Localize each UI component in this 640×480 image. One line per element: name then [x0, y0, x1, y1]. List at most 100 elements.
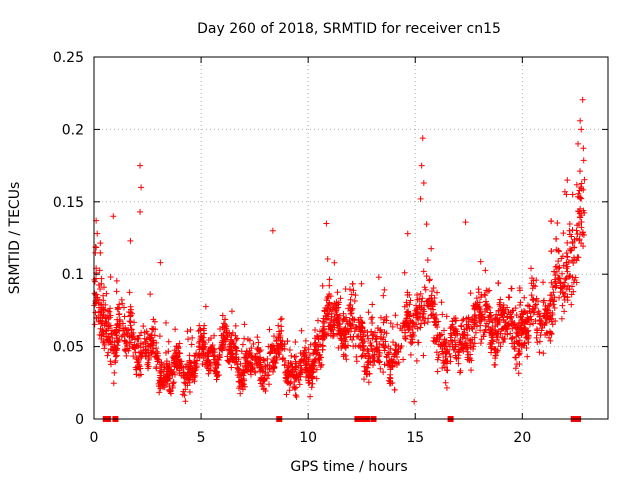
data-point	[558, 255, 565, 262]
data-point	[376, 349, 383, 356]
data-point	[319, 327, 326, 334]
data-point	[497, 296, 504, 303]
data-point	[292, 353, 299, 360]
data-point	[284, 378, 291, 385]
data-point	[204, 361, 211, 368]
data-point	[221, 335, 228, 342]
x-tick-label: 15	[406, 430, 424, 446]
data-point	[158, 364, 165, 371]
data-point	[106, 308, 113, 315]
data-point	[181, 392, 188, 399]
data-point	[564, 239, 571, 246]
data-point	[148, 325, 155, 332]
data-point	[235, 385, 242, 392]
data-point	[508, 285, 515, 292]
data-point	[240, 372, 247, 379]
data-point	[246, 362, 253, 369]
data-point	[114, 345, 121, 352]
data-point	[402, 329, 409, 336]
data-point	[323, 316, 330, 323]
data-point	[319, 346, 326, 353]
data-point	[292, 363, 299, 370]
data-point	[138, 184, 145, 191]
data-point	[306, 364, 313, 371]
data-point	[133, 366, 140, 373]
data-point	[164, 371, 171, 378]
data-point	[528, 292, 535, 299]
data-point	[471, 306, 478, 313]
data-point	[108, 331, 115, 338]
data-point	[230, 355, 237, 362]
data-point	[534, 327, 541, 334]
data-point	[286, 387, 293, 394]
data-point	[466, 325, 473, 332]
data-point	[269, 347, 276, 354]
data-point	[353, 353, 360, 360]
data-point	[503, 326, 510, 333]
y-tick-label: 0.05	[53, 340, 84, 356]
data-point	[282, 357, 289, 364]
data-point	[285, 379, 292, 386]
data-point	[577, 117, 584, 124]
data-point	[528, 316, 535, 323]
data-point	[195, 351, 202, 358]
data-point	[505, 294, 512, 301]
data-point	[324, 255, 331, 262]
data-point	[361, 376, 368, 383]
data-point	[216, 353, 223, 360]
data-point	[416, 303, 423, 310]
data-point	[171, 360, 178, 367]
data-point	[556, 275, 563, 282]
data-point	[579, 96, 586, 103]
data-point	[100, 284, 107, 291]
data-point	[405, 308, 412, 315]
data-point	[130, 329, 137, 336]
data-point	[408, 340, 415, 347]
data-point	[561, 308, 568, 315]
data-point	[344, 342, 351, 349]
data-point	[219, 347, 226, 354]
data-point	[401, 303, 408, 310]
data-point	[391, 386, 398, 393]
data-point	[540, 350, 547, 357]
data-points	[91, 96, 588, 405]
data-point	[518, 330, 525, 337]
data-point	[242, 366, 249, 373]
data-point	[352, 323, 359, 330]
data-point	[439, 342, 446, 349]
data-point	[448, 323, 455, 330]
data-point	[187, 362, 194, 369]
data-point	[390, 339, 397, 346]
data-point	[342, 331, 349, 338]
data-point	[185, 336, 192, 343]
data-point	[463, 321, 470, 328]
data-point	[422, 286, 429, 293]
data-point	[464, 348, 471, 355]
data-point	[266, 381, 273, 388]
data-point	[172, 326, 179, 333]
data-point	[489, 324, 496, 331]
data-point	[566, 246, 573, 253]
data-point	[525, 339, 532, 346]
data-point	[248, 366, 255, 373]
data-point	[426, 277, 433, 284]
data-point	[516, 301, 523, 308]
data-point	[566, 220, 573, 227]
data-point	[349, 336, 356, 343]
data-point	[428, 300, 435, 307]
data-point	[391, 351, 398, 358]
data-point	[562, 290, 569, 297]
data-point	[560, 230, 567, 237]
data-point	[542, 314, 549, 321]
data-point	[347, 307, 354, 314]
data-point	[366, 370, 373, 377]
data-point	[176, 359, 183, 366]
data-point	[495, 318, 502, 325]
data-point	[275, 322, 282, 329]
data-point	[208, 345, 215, 352]
data-point	[173, 364, 180, 371]
data-point	[564, 263, 571, 270]
data-point	[337, 295, 344, 302]
data-point	[484, 288, 491, 295]
